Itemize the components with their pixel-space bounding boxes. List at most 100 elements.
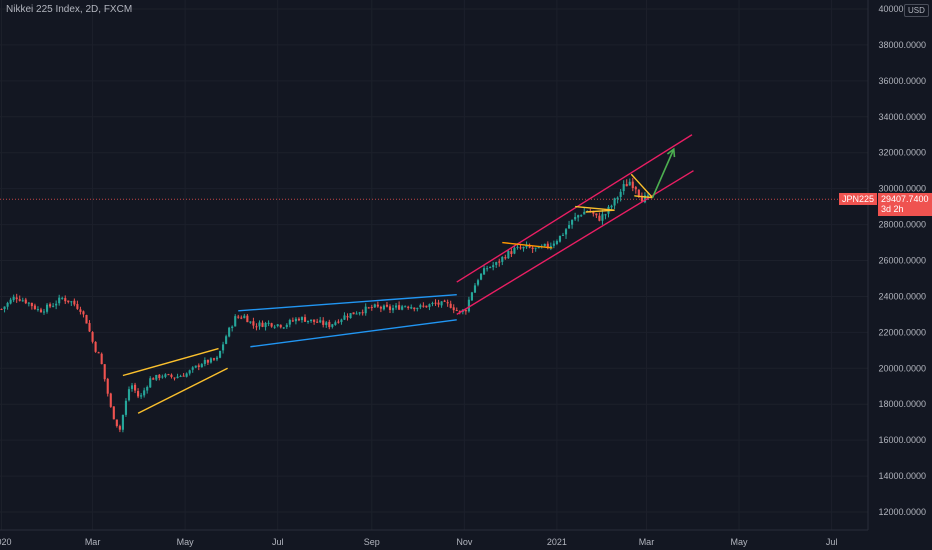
candle-body xyxy=(15,297,18,300)
candle-body xyxy=(222,344,225,351)
candle-body xyxy=(616,197,619,200)
candle-body xyxy=(643,195,646,203)
candle-body xyxy=(604,214,607,216)
candle-body xyxy=(361,312,364,314)
chart-title[interactable]: Nikkei 225 Index, 2D, FXCM xyxy=(6,4,133,15)
candle-body xyxy=(140,395,143,397)
candle-body xyxy=(45,304,49,312)
candle-body xyxy=(379,306,382,309)
candle-body xyxy=(79,309,82,312)
candle-body xyxy=(528,245,531,248)
candle-body xyxy=(479,273,483,280)
candle-body xyxy=(370,307,373,309)
candle-body xyxy=(291,320,294,322)
candle-body xyxy=(622,184,625,192)
candle-body xyxy=(30,302,33,307)
candle-body xyxy=(24,299,27,304)
candle-body xyxy=(510,251,513,254)
price-tick-label: 18000.0000 xyxy=(878,399,926,409)
candle-body xyxy=(358,312,361,314)
candle-body xyxy=(106,378,109,394)
candle-body xyxy=(285,324,288,327)
candle-body xyxy=(115,419,118,426)
candle-body xyxy=(543,243,546,246)
candle-body xyxy=(194,365,197,368)
candle-body xyxy=(82,311,85,315)
candle-body xyxy=(209,358,212,363)
candle-body xyxy=(33,305,36,310)
candle-body xyxy=(85,315,88,324)
candle-body xyxy=(12,296,15,301)
candle-body xyxy=(73,300,76,305)
candle-body xyxy=(367,307,370,309)
candle-body xyxy=(94,341,97,352)
pennant-lower xyxy=(634,195,653,199)
candle-body xyxy=(501,256,504,262)
candle-body xyxy=(109,393,112,407)
candle-body xyxy=(67,300,70,303)
candle-body xyxy=(297,318,301,321)
candle-body xyxy=(42,311,46,313)
candle-body xyxy=(173,377,176,379)
flag-2-lower xyxy=(585,209,615,213)
candle-body xyxy=(388,306,392,310)
candle-body xyxy=(619,191,622,197)
candle-body xyxy=(237,316,240,318)
candle-body xyxy=(552,243,555,246)
time-tick-label: Mar xyxy=(85,537,101,547)
candle-body xyxy=(161,376,164,378)
candle-body xyxy=(218,350,222,358)
price-tick-label: 22000.0000 xyxy=(878,327,926,337)
candle-body xyxy=(149,378,152,388)
candle-body xyxy=(404,306,407,308)
candle-body xyxy=(9,299,12,304)
time-axis[interactable]: 2020 Mar May Jul Sep Nov 2021 Mar May Jul xyxy=(0,529,868,547)
candle-body xyxy=(303,317,307,322)
candle-body xyxy=(346,316,349,318)
candle-body xyxy=(574,216,577,220)
candle-body xyxy=(197,365,200,367)
candle-body xyxy=(443,300,446,302)
candle-body xyxy=(631,181,634,189)
candle-body xyxy=(91,332,94,342)
candle-body xyxy=(352,312,355,315)
candle-body xyxy=(121,414,124,430)
candle-body xyxy=(100,353,103,365)
time-tick-label: May xyxy=(177,537,195,547)
rising-wedge-upper xyxy=(122,347,219,377)
price-axis[interactable]: 12000.0000 14000.0000 16000.0000 18000.0000… xyxy=(867,0,932,550)
flag-2-upper xyxy=(575,205,615,211)
price-tick-label: 14000.0000 xyxy=(878,471,926,481)
candle-body xyxy=(170,374,173,377)
price-tick-label: 34000.0000 xyxy=(878,112,926,122)
trend-drawings[interactable] xyxy=(122,134,694,414)
grid-lines xyxy=(0,0,868,530)
price-axis-panel xyxy=(868,0,932,550)
candle-body xyxy=(185,373,188,377)
candle-body xyxy=(36,309,39,311)
currency-badge[interactable]: USD xyxy=(904,4,929,17)
candle-body xyxy=(112,406,115,420)
candle-body xyxy=(428,304,431,308)
candle-body xyxy=(558,235,562,242)
candle-body xyxy=(313,319,316,322)
candle-body xyxy=(273,326,276,328)
candle-body xyxy=(182,375,185,377)
candle-body xyxy=(179,375,182,377)
candle-body xyxy=(124,400,128,415)
candle-body xyxy=(39,309,43,313)
ascending-channel-upper xyxy=(456,134,693,283)
candle-body xyxy=(231,326,234,328)
candle-body xyxy=(52,305,55,307)
candle-body xyxy=(319,320,322,323)
candle-body xyxy=(486,268,489,270)
symbol-label: JPN225 xyxy=(839,193,878,205)
candle-body xyxy=(564,229,568,235)
candle-body xyxy=(246,315,249,323)
candle-body xyxy=(255,326,258,328)
candle-body xyxy=(646,195,650,197)
candle-body xyxy=(294,318,297,322)
candle-body xyxy=(525,244,528,248)
candle-body xyxy=(516,246,519,248)
